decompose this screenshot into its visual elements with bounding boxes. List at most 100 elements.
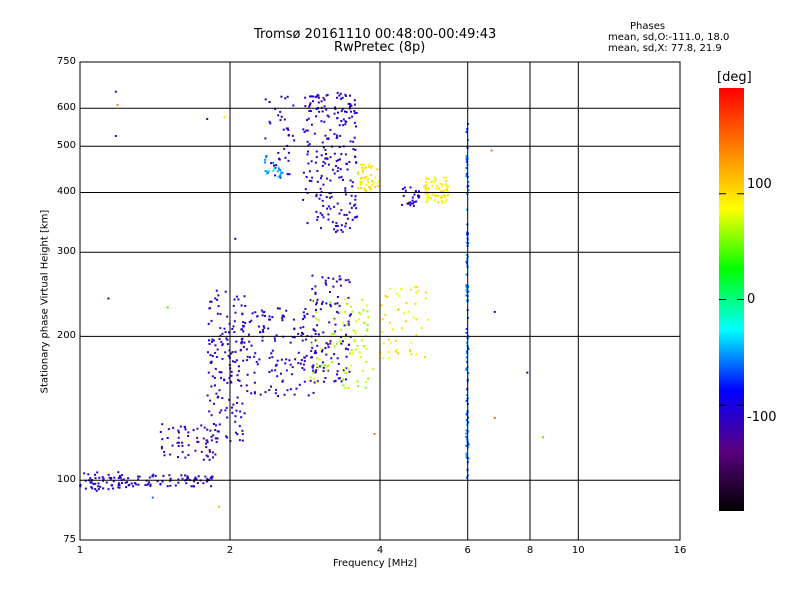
data-point (305, 176, 308, 178)
data-point (224, 409, 227, 412)
data-point (306, 153, 309, 156)
data-point (316, 218, 319, 221)
data-point (363, 176, 366, 179)
data-point (186, 475, 189, 478)
data-point (94, 477, 97, 480)
data-point (246, 373, 249, 376)
data-point (414, 190, 417, 192)
data-point (323, 98, 326, 101)
data-point (339, 92, 342, 95)
data-point (324, 279, 327, 282)
data-point (250, 392, 253, 395)
y-tick-label: 100 (56, 474, 76, 486)
data-point (317, 101, 320, 104)
data-point (446, 190, 449, 193)
data-point (205, 446, 208, 449)
data-point (307, 144, 310, 147)
data-point (339, 278, 342, 281)
data-point (89, 477, 92, 480)
data-point (287, 134, 290, 137)
data-point (284, 156, 287, 159)
data-point (307, 162, 310, 165)
data-point (261, 339, 264, 342)
data-point (200, 450, 203, 453)
data-point (344, 110, 346, 113)
data-point (212, 339, 215, 342)
data-point (381, 318, 384, 321)
data-point (193, 480, 196, 483)
data-point (303, 130, 306, 133)
data-point (315, 351, 318, 354)
data-point (320, 120, 323, 123)
data-point (302, 318, 304, 321)
data-point (417, 196, 420, 199)
data-point (416, 286, 419, 289)
data-point (327, 364, 330, 367)
data-point (96, 471, 99, 474)
data-point (241, 429, 244, 432)
data-point (324, 377, 327, 379)
data-point (440, 196, 443, 199)
data-point (355, 207, 358, 210)
data-point (465, 161, 468, 163)
data-point (310, 160, 313, 163)
data-point (318, 110, 321, 113)
data-point (334, 323, 337, 326)
data-point (321, 302, 323, 305)
data-point (292, 318, 295, 321)
data-point (443, 194, 446, 196)
data-point (108, 476, 111, 479)
data-point (344, 298, 347, 301)
data-point (97, 488, 100, 491)
data-point (372, 368, 375, 370)
data-point (204, 475, 207, 478)
data-point (210, 485, 213, 488)
data-point (305, 354, 308, 357)
data-point (130, 482, 133, 485)
data-point (353, 110, 356, 112)
data-point (344, 378, 347, 381)
data-point (371, 165, 374, 168)
data-point (327, 277, 330, 279)
data-point (185, 482, 188, 485)
data-point (445, 179, 448, 182)
data-point (408, 350, 411, 353)
data-point (259, 331, 262, 334)
data-point (232, 325, 235, 328)
data-point (172, 426, 175, 429)
data-point (465, 172, 468, 175)
data-point (243, 295, 246, 298)
data-point (285, 369, 288, 372)
data-point (327, 343, 329, 346)
data-point (273, 164, 275, 167)
data-point (266, 169, 269, 172)
data-point (320, 177, 322, 180)
data-point (354, 195, 357, 198)
data-point (334, 302, 337, 305)
data-point (366, 329, 369, 332)
data-point (279, 110, 282, 113)
data-point (465, 429, 468, 432)
data-point (87, 473, 90, 476)
data-point (425, 184, 428, 187)
data-point (194, 476, 197, 479)
data-point (230, 370, 233, 373)
data-point (346, 217, 349, 220)
data-point (414, 302, 417, 305)
data-point (272, 169, 275, 172)
data-point (439, 190, 442, 193)
data-point (327, 137, 330, 140)
data-point (260, 309, 263, 312)
data-point (197, 475, 200, 478)
data-point (335, 225, 337, 227)
data-point (234, 420, 237, 423)
data-point (320, 227, 322, 230)
data-point (226, 343, 229, 346)
data-point (360, 313, 363, 316)
data-point (126, 481, 128, 484)
data-point (238, 365, 240, 368)
data-point (237, 298, 240, 301)
data-point (253, 371, 256, 374)
data-point (329, 303, 332, 306)
data-point (423, 184, 425, 187)
